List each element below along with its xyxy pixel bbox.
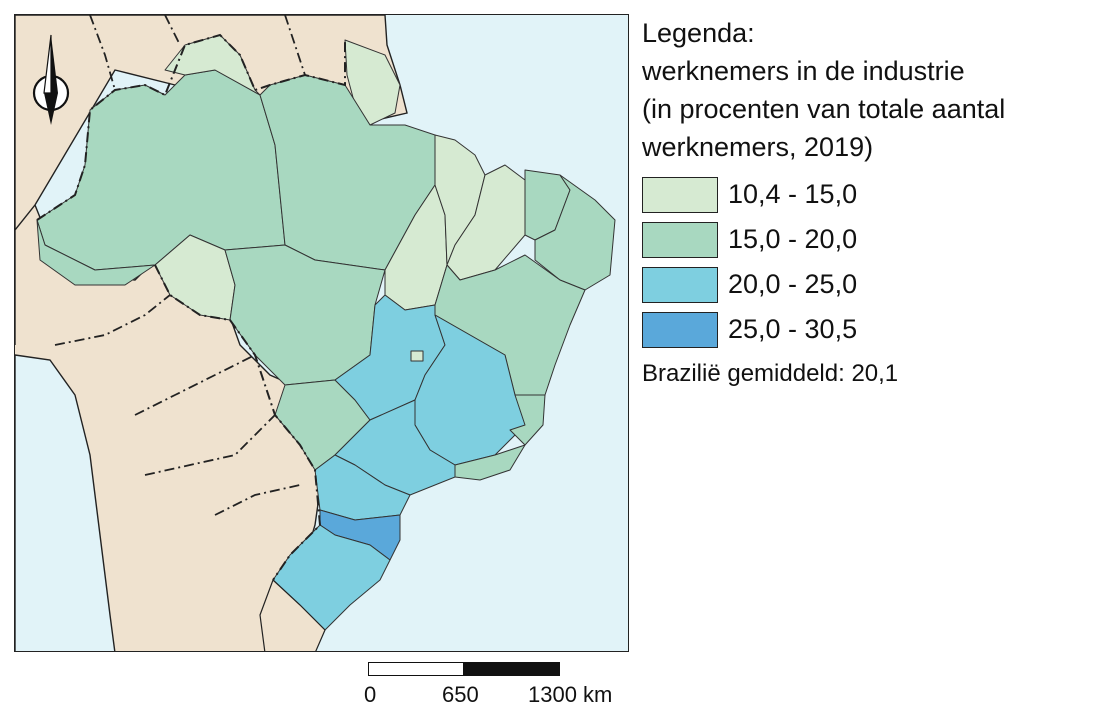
legend-item: 15,0 - 20,0 (642, 217, 1102, 262)
legend-item: 20,0 - 25,0 (642, 262, 1102, 307)
legend-swatch (642, 266, 718, 303)
legend-title-line: Legenda: (642, 18, 755, 48)
legend-swatch (642, 176, 718, 213)
scale-bar-white-segment (368, 662, 464, 676)
neighbour-internal-borders (54, 15, 306, 516)
legend-swatch (642, 311, 718, 348)
scale-bar: 0 650 1300 km (364, 660, 612, 710)
legend-item: 25,0 - 30,5 (642, 307, 1102, 352)
pacific-sea (15, 354, 116, 651)
scale-label-1300: 1300 km (528, 682, 613, 707)
legend-swatch (642, 221, 718, 258)
north-arrow-icon (32, 34, 70, 125)
uruguay-land (259, 578, 326, 651)
scale-label-0: 0 (364, 682, 377, 707)
legend-title-line: werknemers in de industrie (642, 56, 965, 86)
legend-title-line: (in procenten van totale aantal (642, 94, 1006, 124)
state-distrito-federal (410, 350, 424, 362)
scale-bar-black-segment (464, 662, 560, 676)
legend-item-label: 10,4 - 15,0 (728, 179, 858, 209)
legend-title-line: werknemers, 2019) (642, 132, 874, 162)
legend-item-label: 15,0 - 20,0 (728, 224, 858, 254)
legend-item-label: 20,0 - 25,0 (728, 269, 858, 299)
state-rio-grande-do-sul (272, 524, 391, 631)
scale-label-650: 650 (442, 682, 479, 707)
state-acre (36, 219, 156, 286)
legend-item: 10,4 - 15,0 (642, 172, 1102, 217)
legend-item-label: 25,0 - 30,5 (728, 314, 858, 344)
brazil-map (15, 15, 628, 651)
legend: Legenda: werknemers in de industrie (in … (642, 14, 1102, 388)
map-frame (14, 14, 629, 652)
average-note: Brazilië gemiddeld: 20,1 (642, 360, 899, 387)
state-amapa (344, 39, 401, 126)
